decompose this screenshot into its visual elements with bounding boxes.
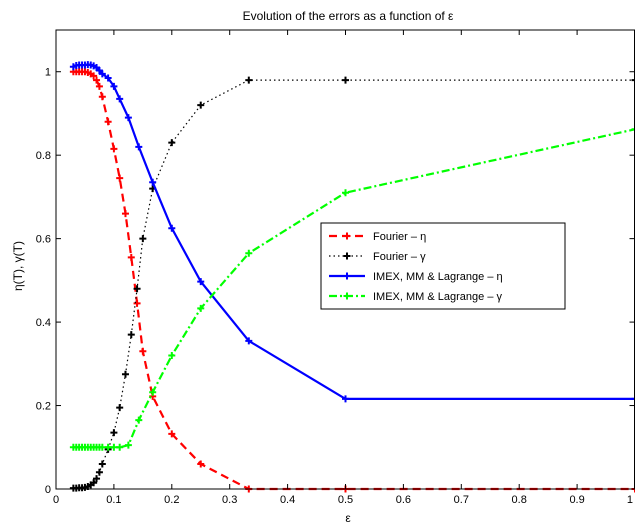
data-point xyxy=(133,299,141,307)
x-axis-label: ε xyxy=(345,511,351,522)
legend-label: IMEX, MM & Lagrange – η xyxy=(373,271,503,283)
y-tick-label: 0.4 xyxy=(36,317,51,329)
x-tick-label: 0 xyxy=(53,494,59,506)
chart-title: Evolution of the errors as a function of… xyxy=(243,9,454,23)
series-4 xyxy=(69,125,635,451)
x-tick-label: 0.2 xyxy=(164,494,179,506)
y-tick-label: 0.2 xyxy=(36,401,51,413)
series-1 xyxy=(69,68,635,493)
y-axis-label: η(T), γ(T) xyxy=(11,241,25,291)
y-tick-label: 0.8 xyxy=(36,150,51,162)
data-point xyxy=(197,304,205,312)
data-point xyxy=(116,95,124,103)
x-tick-label: 0.1 xyxy=(106,494,121,506)
legend-label: Fourier – η xyxy=(373,231,426,243)
data-point xyxy=(90,479,98,487)
data-point xyxy=(631,395,635,403)
data-point xyxy=(93,76,101,84)
data-point xyxy=(110,429,118,437)
data-point xyxy=(116,443,124,451)
data-point xyxy=(110,145,118,153)
series-3 xyxy=(69,61,635,403)
data-point xyxy=(104,118,112,126)
x-tick-label: 0.3 xyxy=(222,494,237,506)
data-point xyxy=(168,351,176,359)
legend-item: Fourier – γ xyxy=(329,251,426,263)
x-tick-label: 0.9 xyxy=(569,494,584,506)
x-tick-label: 0.7 xyxy=(454,494,469,506)
data-point xyxy=(342,189,349,197)
data-point xyxy=(139,235,147,243)
data-point xyxy=(168,139,176,147)
data-point xyxy=(95,468,103,476)
x-tick-label: 0.5 xyxy=(338,494,353,506)
series-2 xyxy=(69,76,635,492)
data-point xyxy=(95,82,103,90)
y-tick-label: 0 xyxy=(45,484,51,496)
legend-marker xyxy=(343,292,351,300)
data-point xyxy=(104,74,112,82)
data-point xyxy=(197,460,205,468)
data-point xyxy=(124,114,132,122)
data-point xyxy=(121,210,129,218)
legend-item: IMEX, MM & Lagrange – η xyxy=(329,271,503,283)
data-point xyxy=(149,178,157,186)
data-point xyxy=(116,174,124,182)
x-tick-label: 0.4 xyxy=(280,494,295,506)
data-point xyxy=(124,441,132,449)
legend: Fourier – η Fourier – γ IMEX, MM & Lagrang… xyxy=(320,222,566,310)
data-point xyxy=(127,253,135,261)
data-point xyxy=(631,125,635,133)
data-point xyxy=(168,430,176,438)
data-point xyxy=(197,101,205,109)
legend-item: IMEX, MM & Lagrange – γ xyxy=(329,291,502,303)
axes-layer: 0 0.1 0.2 0.3 0.4 0.5 0.6 0.7 0.8 0.9 1 0 0.2 0.4 0.6 0… xyxy=(36,29,635,506)
legend-marker xyxy=(343,232,351,240)
data-point xyxy=(245,76,253,84)
data-point xyxy=(631,76,635,84)
legend-box xyxy=(320,222,566,310)
x-tick-label: 0.8 xyxy=(512,494,527,506)
legend-label: Fourier – γ xyxy=(373,251,426,263)
data-point xyxy=(245,337,253,345)
x-tick-label: 0.6 xyxy=(396,494,411,506)
data-point xyxy=(342,395,349,403)
series-layer xyxy=(69,61,635,493)
data-point xyxy=(93,475,101,483)
legend-item: Fourier – η xyxy=(329,231,426,243)
data-point xyxy=(127,331,135,339)
data-point xyxy=(197,278,205,286)
legend-marker xyxy=(343,252,351,260)
series-line xyxy=(73,70,635,491)
data-point xyxy=(139,347,147,355)
y-tick-label: 1 xyxy=(45,67,51,79)
data-point xyxy=(121,370,129,378)
data-point xyxy=(135,143,143,151)
legend-marker xyxy=(343,272,351,280)
data-point xyxy=(98,460,106,468)
data-point xyxy=(90,72,98,80)
data-point xyxy=(245,249,253,257)
series-line xyxy=(73,128,635,449)
data-point xyxy=(133,285,141,293)
data-point xyxy=(98,93,106,101)
x-tick-label: 1 xyxy=(627,494,633,506)
data-point xyxy=(168,224,176,232)
data-point xyxy=(110,82,118,90)
data-point xyxy=(149,388,157,396)
data-point xyxy=(135,416,143,424)
data-point xyxy=(98,70,106,78)
data-point xyxy=(342,76,349,84)
y-tick-label: 0.6 xyxy=(36,234,51,246)
data-point xyxy=(116,404,124,412)
legend-label: IMEX, MM & Lagrange – γ xyxy=(373,291,502,303)
